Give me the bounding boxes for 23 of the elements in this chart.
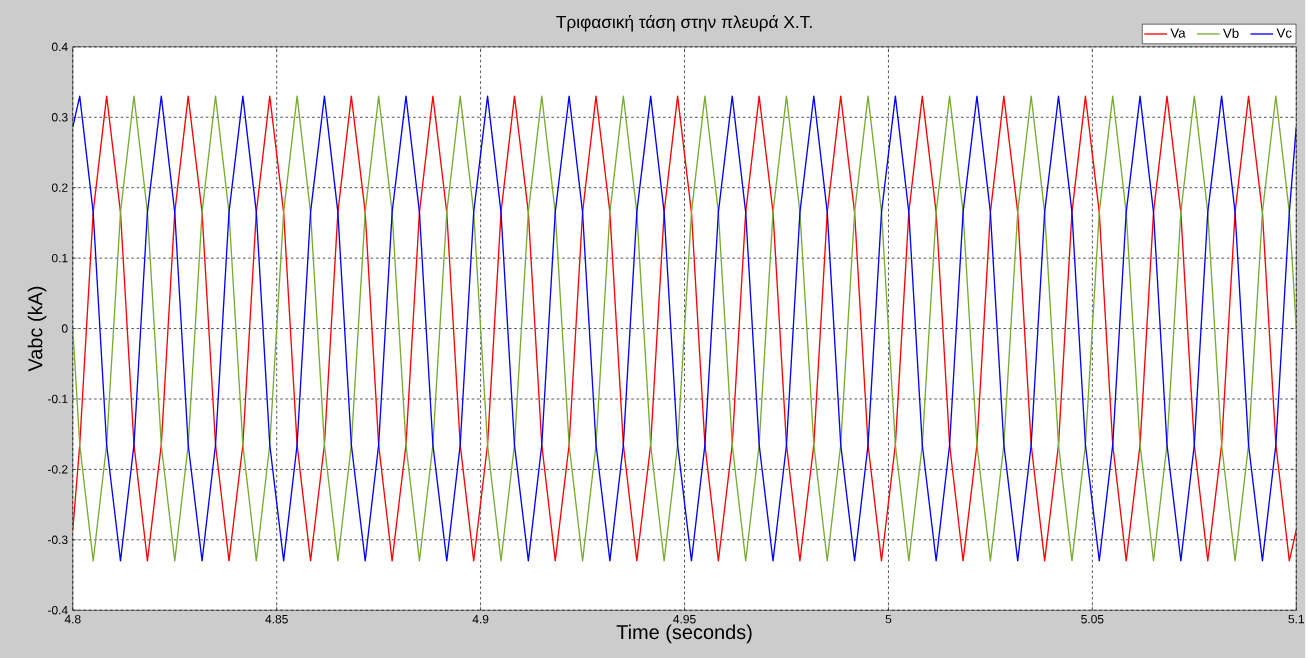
legend-label: Vb <box>1222 28 1239 38</box>
x-tick-label: 5.05 <box>1081 614 1104 624</box>
y-tick-label: 0.4 <box>51 42 68 52</box>
x-tick-label: 4.85 <box>265 614 288 624</box>
x-tick-label: 5 <box>885 614 892 624</box>
y-tick-label: 0 <box>61 324 68 333</box>
x-tick-label: 5.1 <box>1288 614 1304 624</box>
line-series <box>72 95 1297 562</box>
y-tick-label: 0.1 <box>51 253 68 263</box>
x-tick-label: 4.95 <box>673 614 696 624</box>
x-tick-label: 4.8 <box>64 614 81 624</box>
x-axis-title: Time (seconds) <box>616 624 752 644</box>
x-tick-label: 4.9 <box>472 614 489 624</box>
y-tick-label: -0.3 <box>48 535 68 545</box>
y-tick-label: -0.1 <box>48 394 68 404</box>
y-tick-label: -0.4 <box>48 605 68 615</box>
legend-label: Vc <box>1276 28 1292 38</box>
legend-label: Va <box>1170 28 1186 38</box>
y-tick-label: -0.2 <box>48 465 68 474</box>
y-tick-label: 0.2 <box>51 183 68 192</box>
y-axis-title: Vabc (kA) <box>27 286 47 372</box>
chart-title: Τριφασική τάση στην πλευρά Χ.Τ. <box>556 14 812 32</box>
y-tick-label: 0.3 <box>51 113 68 122</box>
